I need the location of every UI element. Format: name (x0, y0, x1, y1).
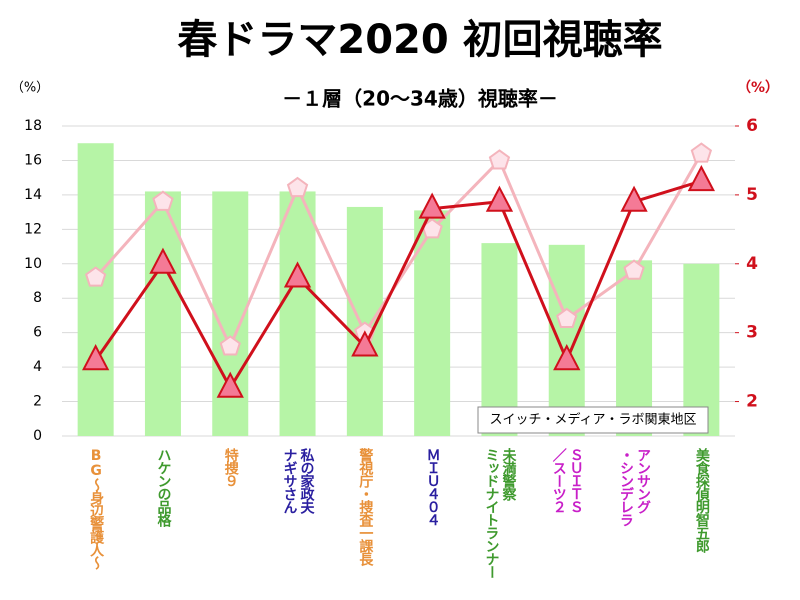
triangle-marker (149, 247, 177, 274)
x-tick-label: 特捜９ (222, 448, 239, 487)
bar (279, 191, 316, 436)
line (94, 179, 702, 391)
y-tick-label: 16 (24, 152, 42, 168)
y-tick-label: 12 (24, 221, 42, 237)
x-tick-label: BG～身辺警護人～ (88, 448, 105, 569)
line (94, 152, 703, 351)
annotation-box (477, 406, 709, 434)
triangle-marker (418, 192, 446, 219)
triangle-marker (553, 344, 581, 371)
y-tick-label: 2 (33, 394, 42, 410)
y-tick-label: 8 (33, 290, 42, 306)
y2-tick-label: 2 (746, 392, 758, 412)
triangle-marker (283, 261, 312, 288)
pentagon-marker (152, 190, 174, 211)
y2-tick-label: 4 (746, 254, 758, 274)
bar (481, 243, 518, 436)
x-tick-label: 美食探偵明智五郎 (693, 448, 710, 552)
pentagon-marker (219, 335, 241, 356)
y-tick-label: 18 (24, 118, 42, 134)
x-tick-label: アンサング ・シンデレラ (618, 448, 652, 526)
y-unit: （%） (11, 81, 49, 96)
y2-tick-label: 6 (746, 116, 758, 136)
y2-tick-label: 5 (746, 185, 758, 205)
triangle-marker (216, 371, 244, 398)
pentagon-marker (556, 307, 578, 328)
triangle-marker (687, 164, 715, 192)
y-tick-label: 6 (33, 325, 42, 341)
x-tick-label: ＭＩＵ４０４ (424, 448, 441, 526)
y2-unit: （%） (737, 80, 779, 96)
triangle-marker (620, 185, 648, 212)
chart-subtitle: －１層（20～34歳）視聴率－ (282, 87, 558, 111)
pentagon-marker (84, 266, 107, 287)
chart-title: 春ドラマ2020 初回視聴率 (177, 17, 662, 63)
x-tick-label: 警視庁・捜査一課長 (357, 448, 374, 565)
triangle-marker (82, 344, 110, 371)
x-tick-label: 未満警察 ミッドナイトランナー (483, 448, 517, 578)
x-tick-label: ハケンの品格 (155, 448, 172, 526)
bar (77, 143, 114, 436)
pentagon-marker (286, 176, 309, 198)
y-tick-label: 4 (33, 359, 42, 375)
pentagon-marker (488, 149, 511, 170)
bar (414, 210, 451, 436)
x-tick-label: 私の家政夫 ナギサさん (281, 448, 315, 513)
bar (144, 191, 181, 436)
pentagon-marker (690, 142, 713, 163)
triangle-marker (485, 185, 514, 212)
y-tick-label: 10 (24, 256, 42, 272)
pentagon-marker (623, 259, 645, 280)
y2-tick-label: 3 (746, 323, 758, 343)
triangle-marker (351, 330, 379, 357)
bar (548, 244, 585, 436)
annotation: スイッチ・メディア・ラボ関東地区 (489, 412, 696, 428)
y-tick-label: 14 (24, 187, 42, 203)
y-tick-label: 0 (33, 428, 42, 444)
x-tick-label: ＳＵＩＴＳ ／スーツ２ (550, 448, 584, 513)
